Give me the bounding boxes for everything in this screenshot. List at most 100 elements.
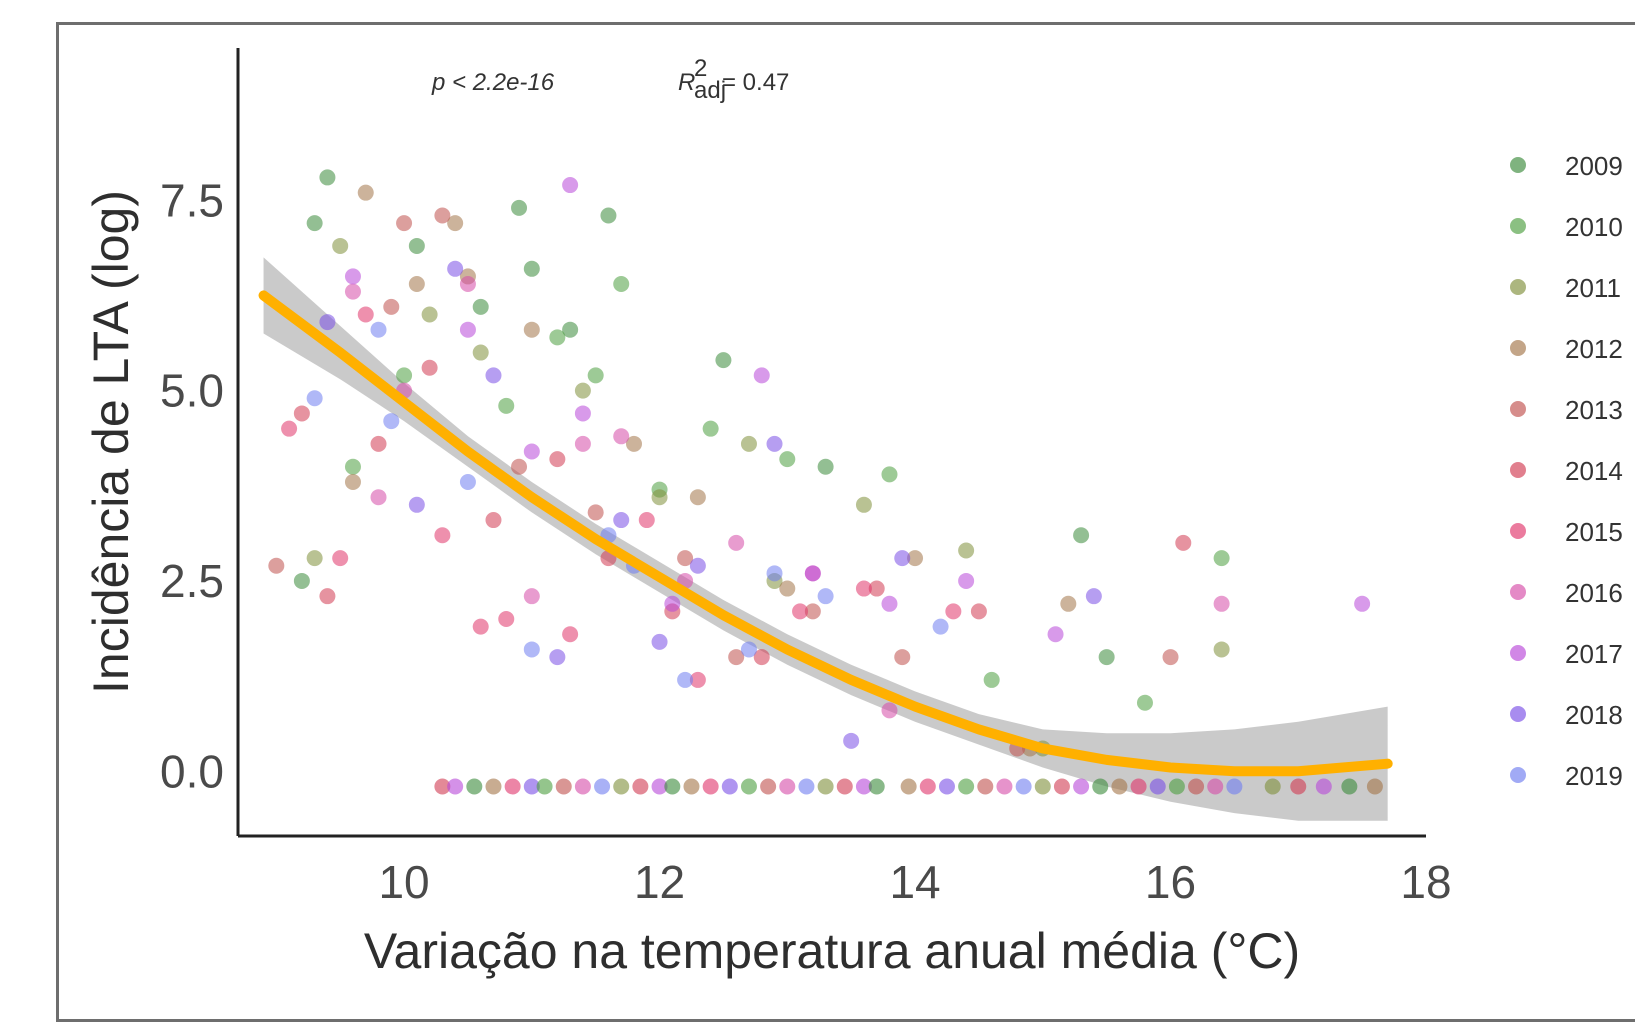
zero-row-point xyxy=(1188,778,1205,795)
data-point-2014 xyxy=(293,405,310,422)
data-point-2016 xyxy=(523,588,540,605)
data-point-2015 xyxy=(855,580,872,597)
data-point-2018 xyxy=(651,633,668,650)
data-point-2011 xyxy=(1213,641,1230,658)
y-tick-label: 0.0 xyxy=(160,745,224,797)
zero-row-point xyxy=(900,778,917,795)
data-point-2012 xyxy=(408,276,425,293)
data-point-2013 xyxy=(728,649,745,666)
zero-row-point xyxy=(1207,778,1224,795)
data-point-2009 xyxy=(408,237,425,254)
data-point-2015 xyxy=(792,603,809,620)
data-point-2017 xyxy=(664,595,681,612)
data-point-2009 xyxy=(600,207,617,224)
data-point-2010 xyxy=(1136,694,1153,711)
data-point-2010 xyxy=(587,367,604,384)
data-point-2019 xyxy=(370,321,387,338)
zero-row-point xyxy=(1290,778,1307,795)
zero-row-point xyxy=(798,778,815,795)
data-point-2015 xyxy=(332,550,349,567)
legend-key-2009 xyxy=(1510,157,1526,173)
data-point-2017 xyxy=(344,268,361,285)
data-point-2018 xyxy=(319,314,336,331)
data-point-2015 xyxy=(562,626,579,643)
points-layer xyxy=(268,169,1383,795)
legend-label-2009: 2009 xyxy=(1565,151,1623,181)
zero-row-point xyxy=(836,778,853,795)
data-point-2010 xyxy=(549,329,566,346)
zero-row-point xyxy=(485,778,502,795)
data-point-2017 xyxy=(958,572,975,589)
zero-row-point xyxy=(977,778,994,795)
data-point-2016 xyxy=(344,283,361,300)
zero-row-point xyxy=(466,778,483,795)
zero-row-point xyxy=(683,778,700,795)
legend-label-2011: 2011 xyxy=(1565,273,1621,303)
data-point-2009 xyxy=(817,458,834,475)
data-point-2019 xyxy=(459,473,476,490)
tick-labels: 10 12 14 16 18 0.0 2.5 5.0 7.5 xyxy=(160,174,1452,908)
zero-row-point xyxy=(1092,778,1109,795)
data-point-2011 xyxy=(306,550,323,567)
data-point-2018 xyxy=(447,260,464,277)
data-point-2012 xyxy=(779,580,796,597)
legend-key-2011 xyxy=(1510,279,1526,295)
legend-key-2019 xyxy=(1510,767,1526,783)
p-value-annotation: p < 2.2e-16 xyxy=(431,69,555,96)
zero-row-point xyxy=(651,778,668,795)
confidence-band-layer xyxy=(263,257,1388,821)
zero-row-point xyxy=(1149,778,1166,795)
data-point-2013 xyxy=(396,215,413,232)
zero-row-point xyxy=(434,778,451,795)
zero-row-point xyxy=(1341,778,1358,795)
data-point-2011 xyxy=(472,344,489,361)
x-tick-label: 10 xyxy=(378,856,429,908)
zero-row-point xyxy=(1073,778,1090,795)
data-point-2009 xyxy=(472,298,489,315)
legend-key-2010 xyxy=(1510,218,1526,234)
legend-key-2018 xyxy=(1510,706,1526,722)
zero-row-point xyxy=(779,778,796,795)
data-point-2018 xyxy=(408,496,425,513)
data-point-2013 xyxy=(511,458,528,475)
confidence-band xyxy=(263,257,1388,821)
data-point-2014 xyxy=(370,435,387,452)
data-point-2015 xyxy=(638,512,655,529)
legend-key-2014 xyxy=(1510,462,1526,478)
data-point-2016 xyxy=(574,435,591,452)
data-point-2011 xyxy=(651,489,668,506)
scatter-chart: 10 12 14 16 18 0.0 2.5 5.0 7.5 Variação na tempe… xyxy=(83,48,1623,979)
legend-key-2017 xyxy=(1510,645,1526,661)
data-point-2010 xyxy=(881,466,898,483)
data-point-2011 xyxy=(574,382,591,399)
data-point-2015 xyxy=(945,603,962,620)
zero-row-point xyxy=(447,778,464,795)
data-point-2016 xyxy=(613,428,630,445)
zero-row-point xyxy=(1168,778,1185,795)
zero-row-point xyxy=(1264,778,1281,795)
zero-row-point xyxy=(1111,778,1128,795)
data-point-2014 xyxy=(753,649,770,666)
data-point-2014 xyxy=(319,588,336,605)
data-point-2018 xyxy=(689,557,706,574)
y-tick-label: 2.5 xyxy=(160,555,224,607)
data-point-2014 xyxy=(421,359,438,376)
data-point-2016 xyxy=(1213,595,1230,612)
legend-label-2019: 2019 xyxy=(1565,761,1623,791)
legend-label-2015: 2015 xyxy=(1565,517,1623,547)
legend-label-2013: 2013 xyxy=(1565,395,1623,425)
zero-row-point xyxy=(574,778,591,795)
zero-row-point xyxy=(958,778,975,795)
data-point-2012 xyxy=(344,473,361,490)
zero-row-point xyxy=(702,778,719,795)
zero-row-point xyxy=(996,778,1013,795)
data-point-2013 xyxy=(804,603,821,620)
r2-subscript: adj xyxy=(694,77,726,104)
x-tick-label: 12 xyxy=(634,856,685,908)
data-point-2009 xyxy=(1073,527,1090,544)
data-point-2015 xyxy=(434,527,451,544)
data-point-2017 xyxy=(459,321,476,338)
data-point-2010 xyxy=(498,397,515,414)
data-point-2019 xyxy=(383,413,400,430)
zero-row-point xyxy=(1034,778,1051,795)
